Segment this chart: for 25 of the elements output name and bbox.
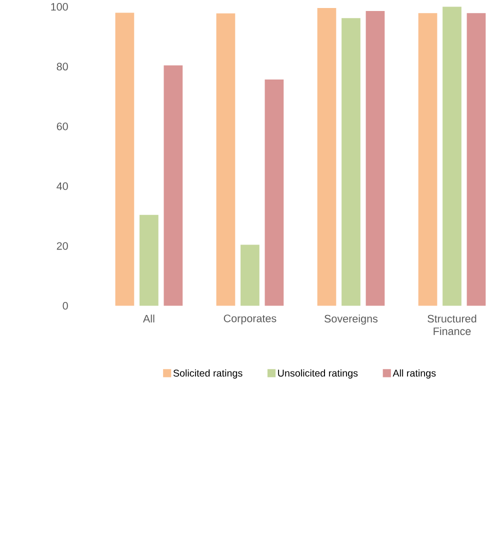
bar [265, 79, 284, 306]
x-tick-label: Sovereigns [324, 314, 378, 325]
y-tick-label: 60 [57, 122, 68, 130]
bar [164, 65, 183, 306]
bar [418, 13, 438, 306]
y-tick-label: 100 [51, 2, 68, 11]
bar [366, 10, 385, 306]
legend-label: Solicited ratings [174, 369, 243, 379]
y-tick-label: 80 [57, 62, 68, 70]
y-tick-label: 0 [63, 302, 68, 310]
x-tick-label: All [143, 314, 154, 322]
bar [467, 13, 486, 306]
bar [318, 8, 336, 306]
y-tick-label: 40 [56, 182, 68, 190]
x-tick-label: Corporates [224, 314, 276, 324]
bar [442, 6, 462, 306]
bar [342, 18, 361, 306]
bar [240, 244, 260, 306]
x-tick-label: Structured Finance [428, 314, 476, 336]
legend-label: All ratings [392, 369, 436, 379]
y-tick-label: 20 [57, 242, 68, 250]
bar [140, 214, 159, 306]
bar [116, 12, 134, 306]
legend-label: Unsolicited ratings [278, 369, 358, 379]
bar [216, 13, 236, 306]
